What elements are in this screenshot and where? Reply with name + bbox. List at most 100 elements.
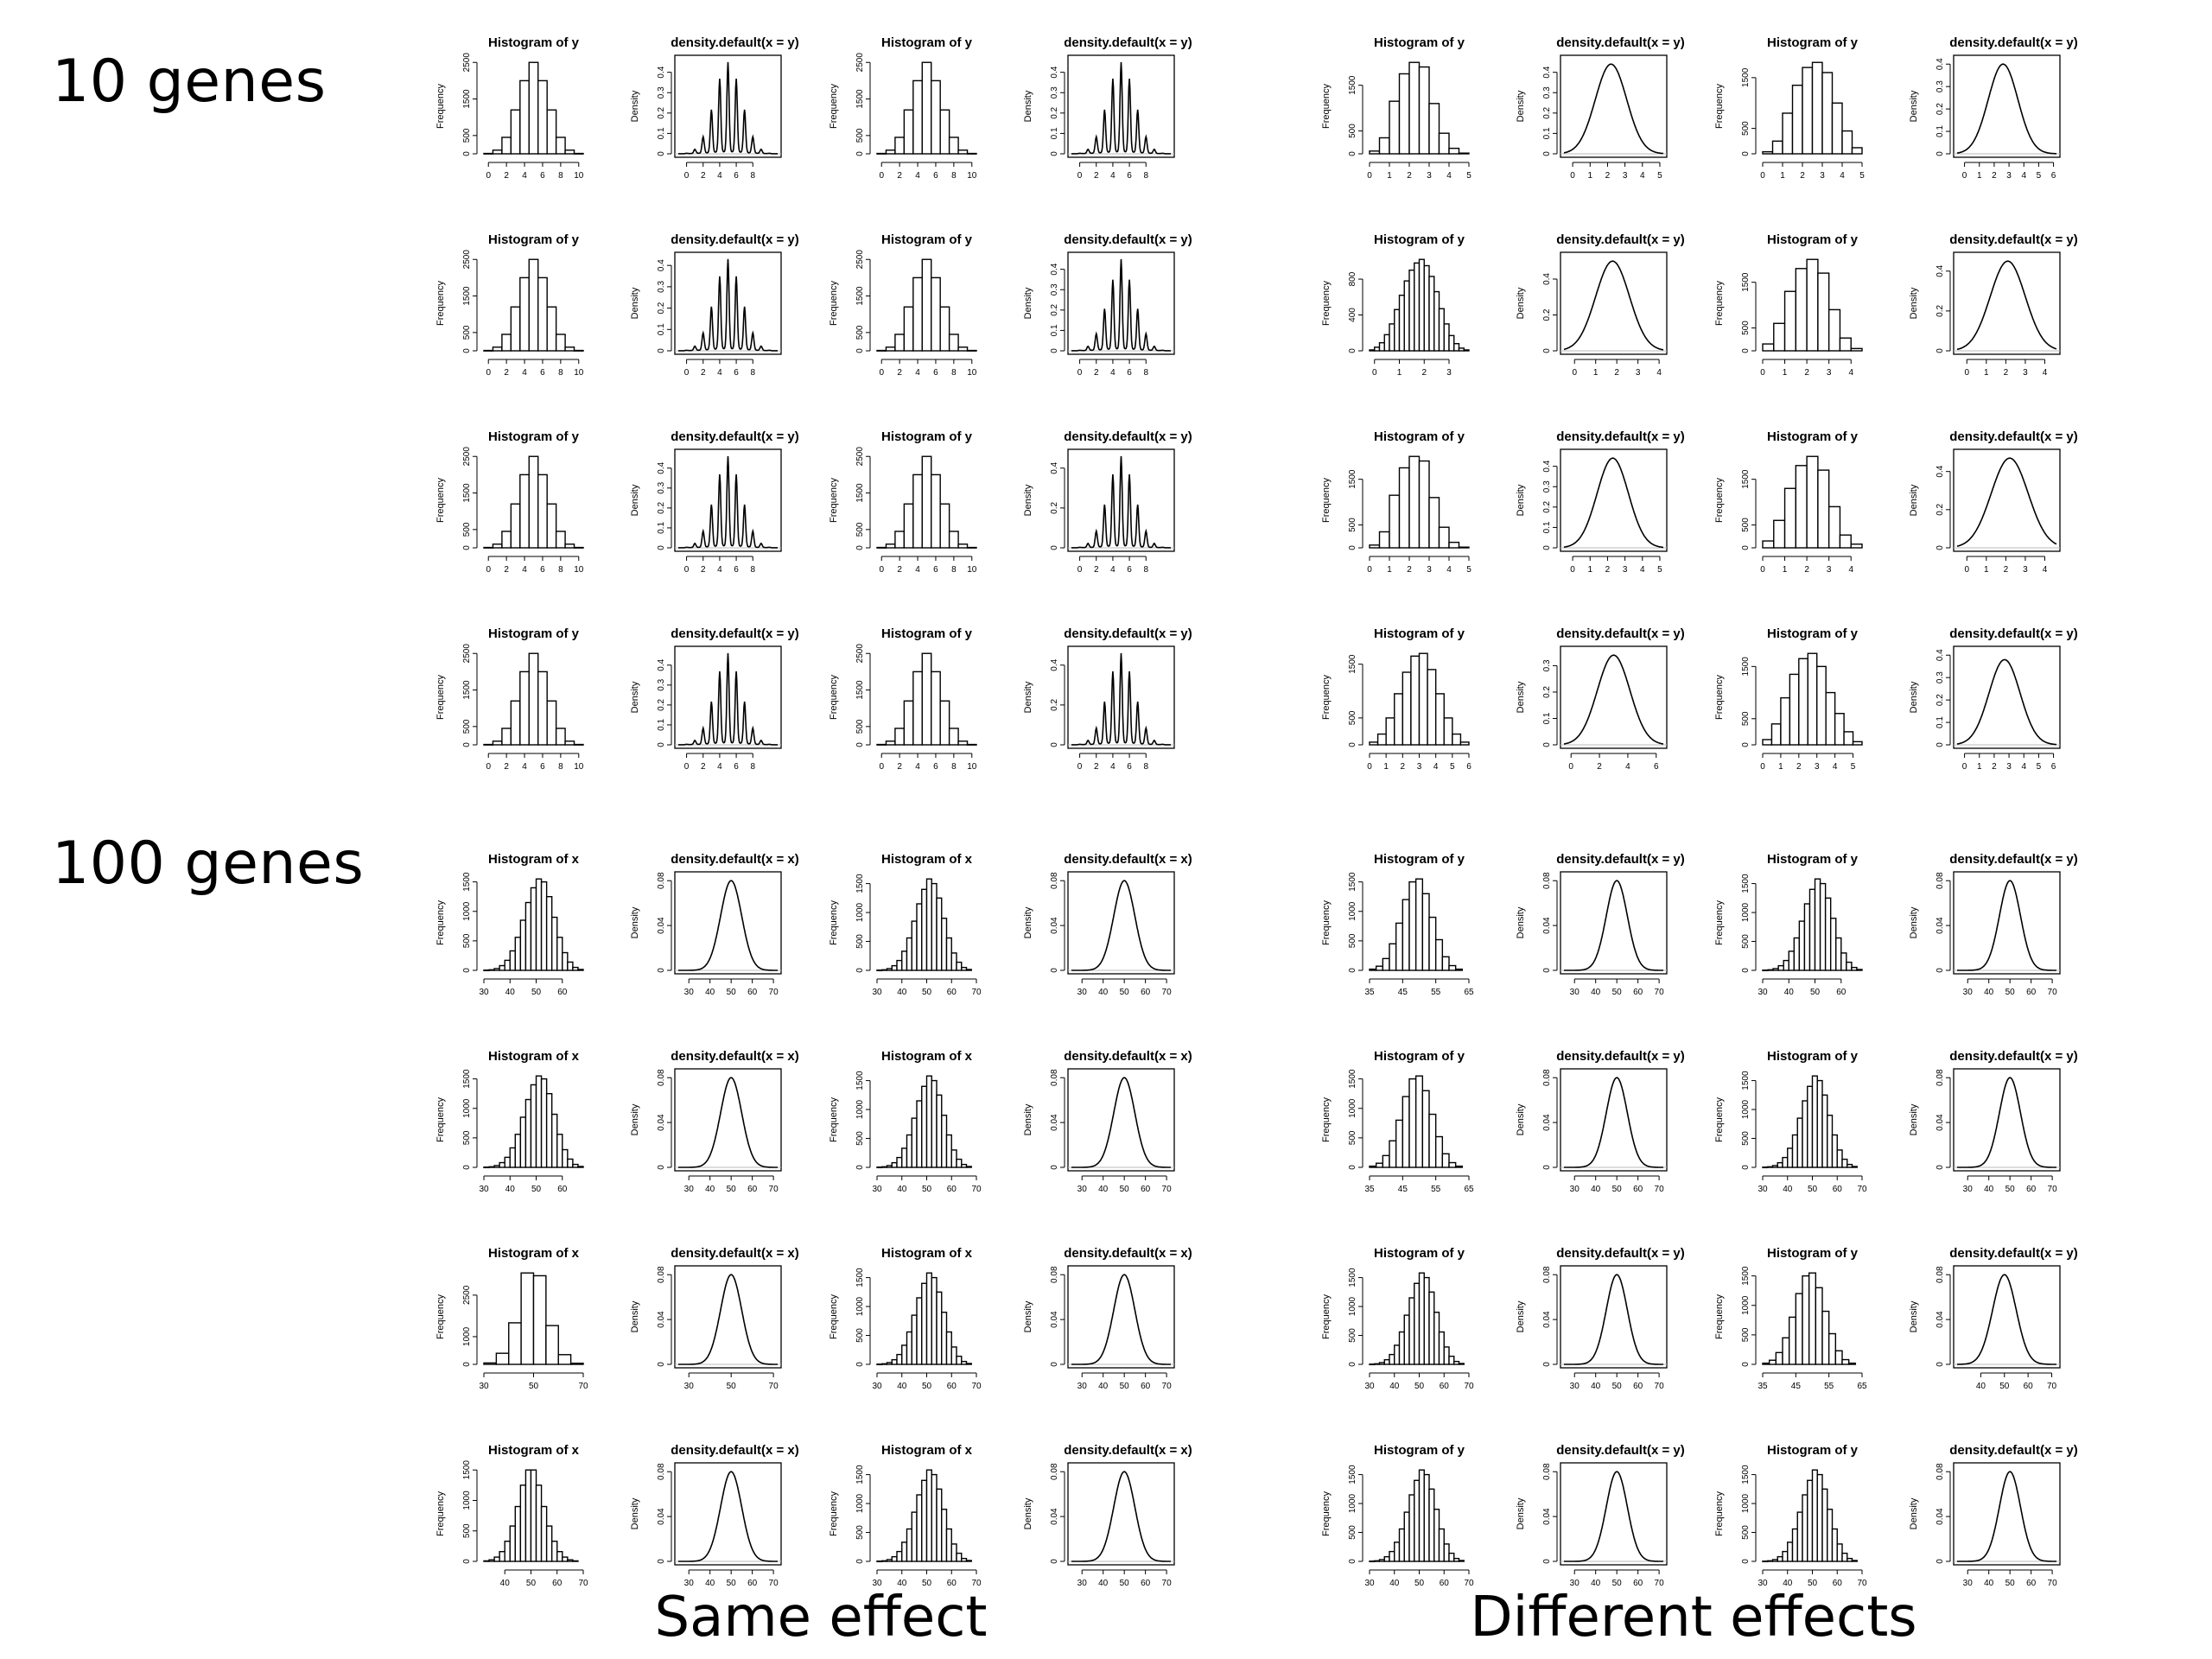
x-tick-label: 30 (872, 988, 882, 997)
chart-panel-53: Histogram of y Frequency 0 500 1000 1500 30 40 5… (1321, 1246, 1474, 1391)
y-axis-label: Density (1909, 681, 1919, 713)
y-tick-label: 1000 (462, 1491, 472, 1510)
histogram-bar (1382, 1154, 1390, 1168)
histogram-bar (1835, 937, 1842, 971)
chart-title: Histogram of y (1374, 1246, 1465, 1261)
x-tick-label: 60 (1141, 1382, 1151, 1391)
y-tick-label: 0.1 (1936, 125, 1945, 137)
x-tick-label: 50 (1414, 1382, 1425, 1391)
histogram-bar (931, 1473, 938, 1562)
histogram-bar (903, 306, 914, 352)
histogram-bar (545, 896, 553, 971)
x-tick-label: 70 (1857, 1185, 1867, 1194)
y-tick-label: 0.2 (657, 302, 666, 314)
y-tick-label: 500 (855, 325, 865, 340)
x-tick-label: 8 (951, 762, 957, 772)
y-axis-label: Density (1909, 90, 1919, 122)
chart-title: Histogram of y (1767, 852, 1859, 867)
histogram-bar (1395, 922, 1404, 971)
histogram-bar (1438, 132, 1450, 155)
x-tick-label: 2 (1407, 565, 1412, 575)
x-tick-label: 30 (1963, 1579, 1974, 1588)
density-curve (1564, 880, 1663, 971)
histogram-bar (1762, 1166, 1769, 1169)
x-tick-label: 8 (558, 368, 563, 378)
x-tick-label: 30 (1077, 1382, 1088, 1391)
x-tick-label: 6 (933, 762, 938, 772)
histogram-bar (550, 916, 558, 971)
histogram-bar (931, 79, 941, 155)
histogram-bar (931, 882, 938, 971)
histogram-bar (921, 888, 928, 971)
x-tick-label: 70 (1655, 1579, 1665, 1588)
histogram-bar (504, 1156, 511, 1168)
y-tick-label: 1500 (855, 1465, 865, 1484)
histogram-bar (1783, 290, 1797, 352)
histogram-bar (1383, 1555, 1390, 1562)
chart-title: density.default(x = x) (671, 1246, 799, 1261)
chart-title: density.default(x = y) (1949, 35, 2078, 50)
chart-title: density.default(x = y) (1064, 429, 1192, 444)
x-tick-label: 8 (558, 565, 563, 575)
histogram-bar (916, 903, 923, 971)
chart-panel-14: density.default(x = y) Density 0 0.2 0.4 0 1 2 3… (1516, 232, 1685, 378)
histogram-bar (885, 149, 896, 155)
x-tick-label: 8 (951, 171, 957, 181)
y-tick-label: 1500 (855, 680, 865, 700)
x-tick-label: 1 (1587, 171, 1592, 181)
x-tick-label: 10 (967, 171, 977, 181)
x-tick-label: 45 (1398, 988, 1408, 997)
chart-panel-11: Histogram of y Frequency 0 500 1500 2500 0 2 4 6 8… (829, 232, 977, 378)
y-tick-label: 0.4 (1936, 58, 1945, 70)
histogram-bar (891, 964, 898, 971)
density-curve (1071, 652, 1171, 746)
histogram-bar (1808, 1272, 1817, 1365)
histogram-bar (1767, 1166, 1774, 1168)
x-tick-label: 50 (922, 1185, 932, 1194)
chart-title: density.default(x = y) (671, 35, 799, 50)
chart-panel-37: Histogram of y Frequency 0 500 1000 1500 35 45 5… (1321, 852, 1474, 997)
plot-frame (674, 645, 782, 749)
histogram-bar (936, 1488, 943, 1562)
histogram-bar (896, 1353, 903, 1365)
histogram-bar (886, 1362, 893, 1365)
histogram-bar (950, 1543, 957, 1562)
histogram-bar (530, 1084, 537, 1168)
histogram-bar (488, 1559, 495, 1562)
y-tick-label: 0 (1050, 151, 1059, 156)
chart-title: density.default(x = y) (1949, 1246, 2078, 1261)
chart-panel-35: Histogram of x Frequency 0 500 1000 1500 30 40 5… (829, 852, 982, 997)
chart-title: density.default(x = y) (671, 232, 799, 247)
x-tick-label: 40 (500, 1579, 511, 1588)
chart-panel-24: density.default(x = y) Density 0 0.2 0.4 0 1 2 3… (1909, 429, 2078, 575)
x-tick-label: 10 (574, 762, 584, 772)
histogram-bar (1369, 349, 1376, 352)
histogram-bar (1762, 969, 1769, 972)
chart-panel-5: Histogram of y Frequency 0 500 1500 0 1 2 3 4 5 (1321, 35, 1471, 181)
x-tick-label: 1 (1778, 762, 1783, 772)
y-tick-label: 0.08 (1542, 1266, 1552, 1283)
histogram-bar (965, 1560, 972, 1562)
y-tick-label: 0 (1348, 151, 1357, 156)
x-tick-label: 60 (2026, 1579, 2037, 1588)
histogram-bar (1817, 272, 1830, 352)
y-tick-label: 2500 (855, 250, 865, 270)
x-tick-label: 6 (2051, 762, 2056, 772)
chart-title: density.default(x = y) (1949, 1443, 2078, 1458)
histogram-bar (1453, 1557, 1460, 1562)
x-tick-label: 4 (1833, 762, 1838, 772)
chart-title: Histogram of y (488, 626, 580, 641)
histogram-bar (514, 1505, 522, 1562)
x-tick-label: 70 (769, 1579, 779, 1588)
chart-panel-21: Histogram of y Frequency 0 500 1500 0 1 2 3 4 5 (1321, 429, 1471, 575)
histogram-bar (1827, 308, 1841, 352)
histogram-bar (1762, 540, 1775, 549)
chart-title: density.default(x = y) (1556, 626, 1685, 641)
x-tick-label: 30 (684, 1579, 695, 1588)
y-tick-label: 0.04 (1936, 1508, 1945, 1525)
x-tick-label: 50 (1612, 988, 1623, 997)
histogram-bar (510, 306, 521, 352)
plot-frame (1560, 448, 1668, 552)
histogram-bar (1831, 102, 1843, 155)
y-tick-label: 0.08 (1542, 1463, 1552, 1480)
